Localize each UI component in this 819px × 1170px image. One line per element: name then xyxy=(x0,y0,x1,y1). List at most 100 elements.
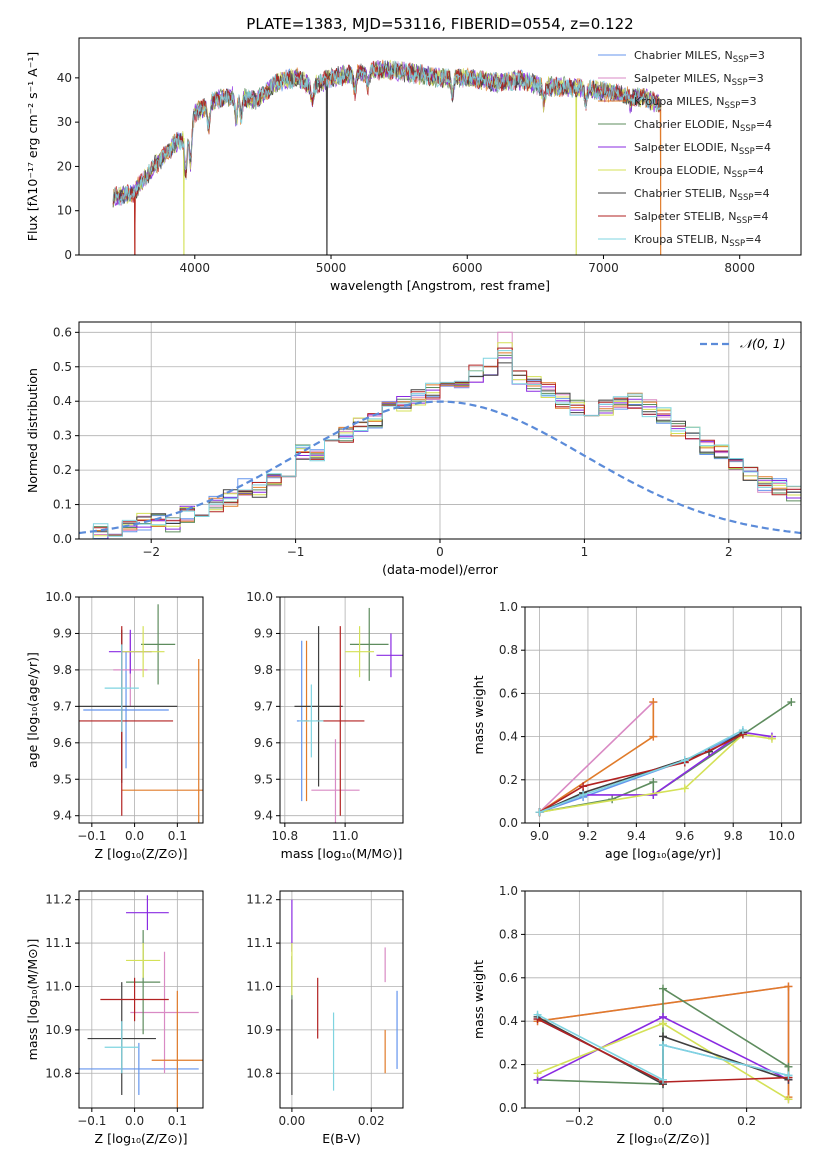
age-vs-Z-axes-frame xyxy=(78,596,204,824)
weight-vs-Z-plot-area xyxy=(533,982,793,1104)
age-vs-Z-ytick-label: 9.9 xyxy=(53,626,72,640)
weight-vs-Z-ytick-label: 0.0 xyxy=(499,1101,518,1115)
weight-vs-age-series-line xyxy=(539,731,744,813)
weight-vs-Z-marker xyxy=(659,1032,667,1041)
residuals-legend: 𝒩(0, 1) xyxy=(700,336,786,351)
residuals-xtick-label: −2 xyxy=(142,545,160,559)
age-vs-mass-ytick-label: 9.5 xyxy=(254,772,273,786)
residuals-xtick-label: 1 xyxy=(581,545,589,559)
age-vs-mass-axes-frame xyxy=(279,596,404,824)
weight-vs-age-xtick-label: 9.4 xyxy=(627,829,646,843)
age-vs-Z-errorbar-point xyxy=(121,658,203,823)
mass-vs-Z-errorbar-point xyxy=(130,951,199,1074)
age-vs-mass-ytick-label: 9.4 xyxy=(254,809,273,823)
mass-vs-Z-errorbar-point xyxy=(100,977,169,1022)
mass-vs-EBV-axes-frame xyxy=(279,890,404,1109)
mass-vs-EBV-ytick-label: 10.9 xyxy=(246,1023,273,1037)
weight-vs-Z-ytick-label: 0.8 xyxy=(499,927,518,941)
weight-vs-Z-axes-frame xyxy=(524,890,802,1109)
spectrum-plot-area xyxy=(112,59,662,255)
weight-vs-Z-ylabel: mass weight xyxy=(471,960,486,1039)
mass-vs-Z-xtick-label: −0.1 xyxy=(77,1114,106,1128)
mass-vs-EBV-xlabel: E(B-V) xyxy=(322,1131,361,1146)
age-vs-Z-errorbar-point xyxy=(141,604,176,685)
age-vs-Z-xtick-label: 0.1 xyxy=(168,829,187,843)
weight-vs-age-plot-area xyxy=(535,698,796,817)
mass-vs-Z-xlabel: Z [log₁₀(Z/Z⊙)] xyxy=(95,1131,188,1146)
spectrum-ytick-label: 0 xyxy=(64,248,72,262)
legend-entry: Kroupa MILES, NSSP=3 xyxy=(634,95,757,111)
residuals-ytick-label: 0.1 xyxy=(53,498,72,512)
weight-vs-age-marker xyxy=(649,698,658,707)
age-vs-mass-ytick-label: 9.8 xyxy=(254,663,273,677)
age-vs-Z-panel: −0.1 0.0 0.1 9.4 9.5 9.6 9.7 9.8 9.9 10.0 Z [log₁₀… xyxy=(25,590,204,861)
weight-vs-Z-marker xyxy=(659,1019,667,1028)
spectrum-axes-frame xyxy=(78,37,802,256)
residuals-ytick-label: 0.3 xyxy=(53,429,72,443)
weight-vs-Z-marker xyxy=(784,982,793,991)
weight-vs-age-xtick-label: 9.0 xyxy=(530,829,549,843)
weight-vs-age-xtick-label: 10.0 xyxy=(768,829,795,843)
age-vs-Z-errorbar-point xyxy=(83,651,169,769)
weight-vs-Z-ytick-label: 0.4 xyxy=(499,1014,518,1028)
residuals-xtick-label: −1 xyxy=(287,545,305,559)
age-vs-mass-errorbar-point xyxy=(345,626,375,678)
weight-vs-Z-marker xyxy=(533,1010,542,1019)
spectrum-xlabel: wavelength [Angstrom, rest frame] xyxy=(330,278,550,293)
residuals-plot-area xyxy=(79,331,801,539)
age-vs-Z-ytick-label: 9.6 xyxy=(53,736,72,750)
normal-reference-curve xyxy=(79,400,801,535)
age-vs-mass-errorbar-point xyxy=(316,626,365,816)
mass-vs-EBV-ytick-label: 11.2 xyxy=(246,893,273,907)
age-vs-Z-xlabel: Z [log₁₀(Z/Z⊙)] xyxy=(95,846,188,861)
weight-vs-age-xlabel: age [log₁₀(age/yr)] xyxy=(605,846,721,861)
weight-vs-age-series-line xyxy=(539,733,744,813)
age-vs-Z-ytick-label: 9.8 xyxy=(53,663,72,677)
age-vs-Z-xtick-label: −0.1 xyxy=(77,829,106,843)
age-vs-Z-ylabel: age [log₁₀(age/yr)] xyxy=(25,652,40,768)
age-vs-mass-errorbar-point xyxy=(311,739,360,823)
age-vs-Z-ytick-label: 9.5 xyxy=(53,772,72,786)
legend-entry: Salpeter STELIB, NSSP=4 xyxy=(634,210,769,226)
weight-vs-age-grid xyxy=(525,606,801,824)
age-vs-Z-plot-area xyxy=(79,604,203,823)
spectrum-xtick-label: 4000 xyxy=(180,261,211,275)
legend-entry: Kroupa ELODIE, NSSP=4 xyxy=(634,164,764,180)
age-vs-Z-errorbar-point xyxy=(121,626,165,678)
residuals-axes-frame xyxy=(78,321,802,540)
age-vs-mass-plot-area xyxy=(294,607,403,823)
weight-vs-age-ytick-label: 0.0 xyxy=(499,816,518,830)
spectrum-ytick-label: 20 xyxy=(57,159,72,173)
mass-vs-Z-xtick-label: 0.1 xyxy=(168,1114,187,1128)
age-vs-Z-xtick-label: 0.0 xyxy=(125,829,144,843)
legend-entry: Chabrier ELODIE, NSSP=4 xyxy=(634,118,772,134)
mass-vs-Z-ytick-label: 11.0 xyxy=(45,979,72,993)
residual-histogram xyxy=(79,350,801,539)
spectrum-legend: Chabrier MILES, NSSP=3 Salpeter MILES, NS… xyxy=(598,49,772,249)
weight-vs-Z-xlabel: Z [log₁₀(Z/Z⊙)] xyxy=(617,1131,710,1146)
mass-vs-EBV-ytick-label: 11.1 xyxy=(246,936,273,950)
weight-vs-Z-marker xyxy=(659,984,667,993)
age-vs-Z-ytick-label: 9.4 xyxy=(53,809,72,823)
legend-entry: Salpeter MILES, NSSP=3 xyxy=(634,72,764,88)
weight-vs-age-series-line xyxy=(539,733,773,813)
age-vs-mass-ytick-label: 9.6 xyxy=(254,736,273,750)
age-vs-mass-xlabel: mass [log₁₀(M/M⊙)] xyxy=(281,846,403,861)
spectrum-series-line xyxy=(112,60,661,206)
mass-vs-Z-axes-frame xyxy=(78,890,204,1109)
mass-vs-Z-errorbar-point xyxy=(79,1042,199,1095)
weight-vs-Z-xtick-label: 0.0 xyxy=(653,1114,672,1128)
age-vs-Z-errorbar-point xyxy=(104,644,139,732)
mass-vs-EBV-ytick-label: 10.8 xyxy=(246,1066,273,1080)
mass-vs-EBV-ytick-label: 11.0 xyxy=(246,979,273,993)
weight-vs-age-xtick-label: 9.8 xyxy=(724,829,743,843)
age-vs-Z-ytick-label: 9.7 xyxy=(53,699,72,713)
age-vs-mass-xtick-label: 10.8 xyxy=(271,829,298,843)
weight-vs-age-ytick-label: 0.6 xyxy=(499,686,518,700)
spectrum-xtick-label: 8000 xyxy=(724,261,755,275)
mass-vs-Z-errorbar-point xyxy=(126,943,161,978)
residuals-xtick-label: 0 xyxy=(436,545,444,559)
age-vs-mass-errorbar-point xyxy=(299,684,324,758)
weight-vs-Z-marker xyxy=(784,1095,793,1104)
